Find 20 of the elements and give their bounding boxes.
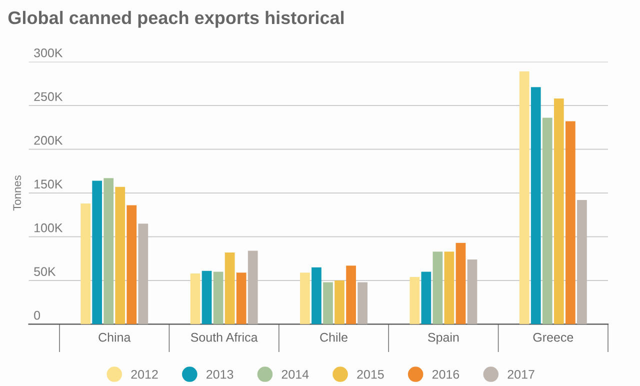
y-tick-label: 300K bbox=[34, 48, 63, 58]
legend-label: 2016 bbox=[432, 370, 460, 379]
y-tick-label: 0 bbox=[34, 310, 40, 320]
legend-label: 2015 bbox=[357, 370, 384, 379]
y-tick-label: 100K bbox=[34, 223, 63, 232]
legend-label: 2014 bbox=[282, 370, 309, 379]
x-tick-label: South Africa bbox=[190, 332, 258, 342]
legend-label: 2017 bbox=[508, 370, 534, 379]
y-tick-label: 250K bbox=[34, 92, 63, 102]
x-tick-label: Spain bbox=[428, 332, 459, 344]
legend-label: 2012 bbox=[131, 370, 158, 379]
y-tick-label: 150K bbox=[34, 180, 63, 189]
chart-title: Global canned peach exports historical bbox=[8, 10, 344, 28]
x-tick-label: Greece bbox=[533, 332, 574, 342]
y-tick-label: 200K bbox=[34, 136, 63, 145]
x-tick-label: Chile bbox=[320, 332, 348, 342]
y-axis-title: Tonnes bbox=[13, 175, 22, 211]
x-tick-label: China bbox=[98, 332, 131, 342]
legend-label: 2013 bbox=[206, 370, 234, 379]
y-tick-label: 50K bbox=[34, 267, 56, 276]
